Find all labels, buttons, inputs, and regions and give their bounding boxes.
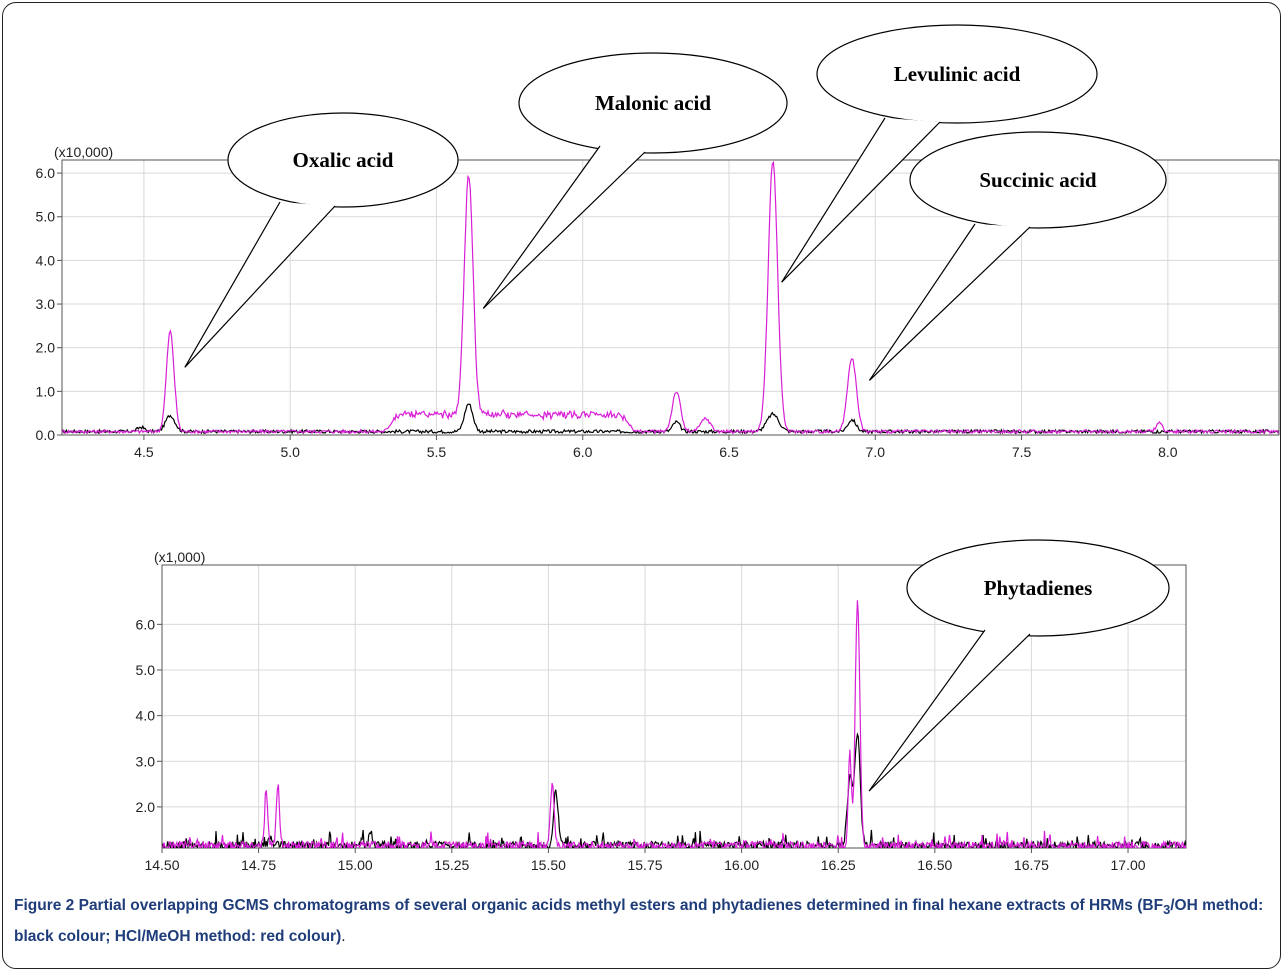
x-tick-label: 7.0 (866, 444, 886, 460)
y-tick-label: 4.0 (36, 252, 56, 268)
caption-text-a: Partial overlapping GCMS chromatograms o… (74, 897, 1164, 914)
y-tick-label: 3.0 (136, 753, 156, 769)
callout-bubble (227, 112, 459, 208)
x-tick-label: 15.75 (627, 857, 662, 873)
y-tick-label: 5.0 (36, 209, 56, 225)
y-tick-label: 2.0 (36, 340, 56, 356)
x-tick-label: 6.5 (719, 444, 739, 460)
x-tick-label: 8.0 (1158, 444, 1178, 460)
y-tick-label: 4.0 (136, 708, 156, 724)
series-magenta-trace (162, 600, 1186, 848)
x-tick-label: 14.50 (144, 857, 179, 873)
plot-area (161, 564, 1187, 849)
series-magenta-trace (62, 160, 1279, 435)
callout-pointer-edge (482, 151, 646, 309)
x-tick-label: 16.50 (917, 857, 952, 873)
x-tick-label: 14.75 (241, 857, 276, 873)
callout-pointer-fill (781, 118, 940, 283)
x-tick-label: 15.25 (434, 857, 469, 873)
axis-multiplier-label: (x10,000) (54, 144, 113, 160)
callout-label: Succinic acid (979, 168, 1097, 192)
caption-text-b: /OH method: black colour; HCl/MeOH metho… (14, 897, 1264, 946)
y-tick-label: 3.0 (36, 296, 56, 312)
y-tick-label: 5.0 (136, 662, 156, 678)
caption-tail: . (341, 928, 346, 946)
plot-area (61, 159, 1280, 436)
x-tick-label: 17.00 (1111, 857, 1146, 873)
x-tick-label: 16.75 (1014, 857, 1049, 873)
callout-pointer-edge (869, 226, 1031, 381)
series-black-trace (162, 732, 1186, 848)
callout-pointer-fill (483, 146, 645, 309)
y-tick-label: 0.0 (36, 427, 56, 443)
callout-label: Malonic acid (595, 91, 711, 115)
callout-pointer-edge (868, 223, 976, 381)
y-tick-label: 2.0 (136, 799, 156, 815)
callout-pointer-edge (184, 201, 281, 368)
x-tick-label: 6.0 (573, 444, 593, 460)
chromatogram-figure: 4.5 5.0 5.5 6.0 6.5 7.0 7.5 8.0 0.0 1.0 2.0 3.0 4.0 5… (36, 24, 1280, 873)
x-tick-label: 16.25 (821, 857, 856, 873)
callout-pointer-edge (482, 145, 601, 309)
callout-pointer-edge (781, 117, 886, 283)
x-tick-label: 4.5 (134, 444, 154, 460)
callout-pointer-fill (869, 630, 1030, 791)
caption-subscript: 3 (1163, 902, 1171, 918)
callout-pointer-edge (184, 205, 336, 368)
callout-pointer-edge (781, 121, 941, 283)
x-tick-label: 16.00 (724, 857, 759, 873)
x-tick-label: 15.50 (531, 857, 566, 873)
callout-label: Levulinic acid (894, 62, 1021, 86)
callout-bubble (816, 24, 1098, 124)
figure-caption: Figure 2 Partial overlapping GCMS chroma… (14, 892, 1276, 950)
chromatogram-top: 4.5 5.0 5.5 6.0 6.5 7.0 7.5 8.0 0.0 1.0 2.0 3.0 4.0 5… (36, 24, 1280, 460)
y-tick-label: 1.0 (36, 383, 56, 399)
callout-pointer-edge (868, 629, 986, 792)
callout-label: Phytadienes (984, 576, 1093, 600)
callout-label: Oxalic acid (293, 148, 394, 172)
callout-bubble (906, 539, 1170, 637)
callout-bubble (518, 52, 788, 154)
chromatogram-bottom: 14.50 14.75 15.00 15.25 15.50 15.75 16.00 16.25… (136, 539, 1187, 873)
x-tick-label: 15.00 (338, 857, 373, 873)
caption-label: Figure 2 (14, 897, 75, 914)
y-tick-label: 6.0 (136, 616, 156, 632)
y-tick-label: 6.0 (36, 165, 56, 181)
x-tick-label: 5.0 (280, 444, 300, 460)
callout-bubble (909, 131, 1167, 229)
x-tick-label: 5.5 (427, 444, 447, 460)
axis-multiplier-label: (x1,000) (154, 549, 205, 565)
x-tick-label: 7.5 (1012, 444, 1032, 460)
callout-pointer-edge (868, 633, 1031, 792)
callout-pointer-fill (184, 202, 335, 368)
